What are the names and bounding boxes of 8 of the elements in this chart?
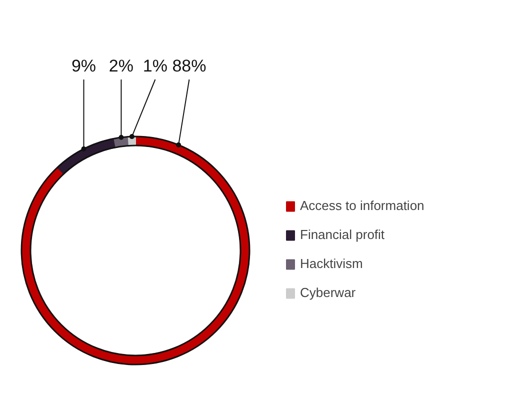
legend-label: Cyberwar bbox=[300, 285, 356, 300]
data-label: 88% bbox=[172, 56, 206, 76]
data-label: 9% bbox=[71, 56, 96, 76]
legend-label: Access to information bbox=[300, 198, 424, 213]
legend-label: Hacktivism bbox=[300, 256, 363, 271]
data-label: 1% bbox=[142, 56, 168, 76]
data-label: 2% bbox=[108, 56, 134, 76]
legend-label: Financial profit bbox=[300, 227, 385, 242]
